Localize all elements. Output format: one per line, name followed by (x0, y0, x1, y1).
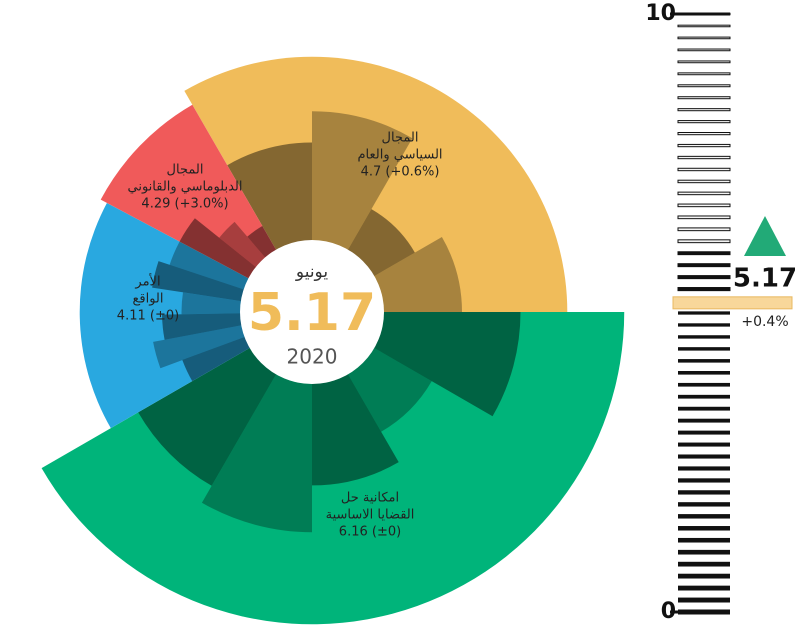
scale-bar (678, 418, 730, 423)
scale-bar (677, 132, 731, 136)
scale-bar (678, 490, 730, 495)
scale-bar (677, 96, 731, 100)
scale-bar (677, 251, 731, 256)
scale-bar (677, 179, 731, 184)
sector-name: المجال (382, 131, 419, 146)
scale-bar (678, 442, 730, 447)
scale-bar (678, 323, 730, 327)
scale-bar (678, 502, 730, 507)
scale-bar (677, 227, 731, 232)
scale-bar (677, 36, 731, 40)
scale-bar (678, 394, 730, 399)
scale-bar (678, 430, 730, 435)
scale: 0 10 (645, 1, 793, 624)
scale-bar (678, 335, 730, 339)
sector-name: امكانية حل (341, 491, 399, 506)
scale-bar (678, 526, 730, 531)
scale-bar (678, 585, 730, 591)
scale-bar (678, 406, 730, 411)
scale-bar (678, 597, 730, 603)
labels: المجال السياسي والعام 4.7 (+0.6%) امكانية ح… (117, 131, 443, 540)
tick-label: 10 (645, 1, 676, 26)
scale-bar (678, 466, 730, 471)
center-disc (240, 240, 384, 384)
scale-bar (677, 24, 731, 28)
indicator-band (672, 296, 793, 310)
trend-arrow (744, 216, 786, 256)
sector-name: المجال (167, 163, 204, 178)
scale-bar (678, 561, 730, 567)
sector-value: 4.29 (+3.0%) (141, 197, 228, 212)
scale-bar (677, 60, 731, 64)
scale-bar (677, 108, 731, 112)
scale-bar (678, 382, 730, 387)
scale-bar (678, 347, 730, 351)
sector-name: الواقع (132, 292, 163, 307)
scale-bar (678, 371, 730, 375)
sector-name: الدبلوماسي والقانوني (128, 180, 243, 195)
sector (41, 312, 625, 625)
scale-bar (678, 573, 730, 579)
scale-bar (677, 84, 731, 88)
scale-bar (678, 478, 730, 483)
scale-bar (677, 120, 731, 124)
scale-bar (677, 48, 731, 52)
sector-value: 4.11 (±0) (117, 309, 179, 324)
scale-bar (678, 537, 730, 543)
indicator-change: +0.4% (741, 314, 788, 330)
scale-bar (677, 72, 731, 76)
sector-name: السياسي والعام (357, 148, 442, 163)
scale-bar (677, 287, 731, 292)
sector-name: القضايا الاساسية (326, 508, 415, 523)
scale-bar (677, 155, 731, 160)
indicator-value: 5.17 (733, 264, 795, 294)
sector (100, 104, 312, 312)
scale-bar (678, 359, 730, 363)
sector-name: الأمر (134, 273, 160, 290)
sector (79, 202, 313, 429)
sector-value: 4.7 (+0.6%) (361, 165, 440, 180)
scale-bar (678, 454, 730, 459)
tick-label: 0 (661, 599, 676, 624)
scale-bar (677, 215, 731, 220)
scale-bar (677, 203, 731, 208)
scale-bar (677, 167, 731, 172)
scale-bar (677, 191, 731, 196)
scale-bar (677, 275, 731, 280)
sector-value: 6.16 (±0) (339, 525, 401, 540)
center-month: يونيو (295, 262, 328, 282)
scale-bar (677, 263, 731, 268)
scale-bar (678, 311, 730, 315)
scale-bar (678, 549, 730, 555)
center-value: 5.17 (248, 283, 376, 343)
scale-bar (678, 514, 730, 519)
scale-bar (677, 143, 731, 148)
scale-bar (677, 239, 731, 244)
center-year: 2020 (287, 345, 338, 369)
